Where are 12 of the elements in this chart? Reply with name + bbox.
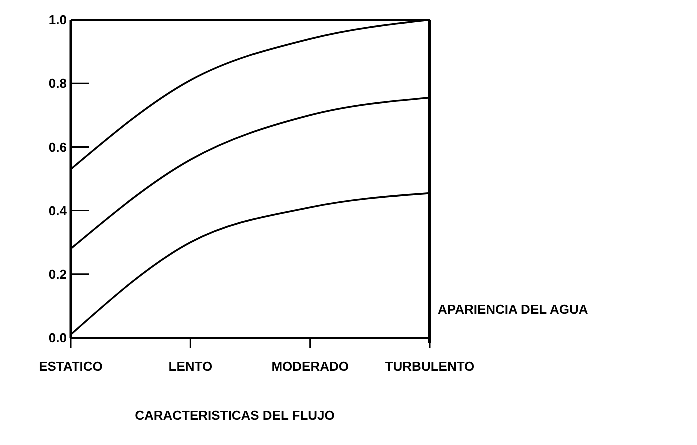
x-axis-title: CARACTERISTICAS DEL FLUJO <box>135 408 335 423</box>
x-tick-label: TURBULENTO <box>385 359 475 374</box>
y-tick-label: 1.0 <box>48 12 67 28</box>
y-tick-label: 0.8 <box>48 76 67 92</box>
x-tick-label: MODERADO <box>272 359 349 374</box>
y-tick-label: 0.6 <box>48 140 67 155</box>
x-tick-label: ESTATICO <box>39 359 103 374</box>
y-tick-label: 0.2 <box>48 266 67 282</box>
x-tick-label: LENTO <box>168 359 213 374</box>
y-axis-title: APARIENCIA DEL AGUA <box>438 302 589 317</box>
y-tick-label: 0.0 <box>48 330 67 346</box>
y-tick-label: 0.4 <box>48 203 68 218</box>
